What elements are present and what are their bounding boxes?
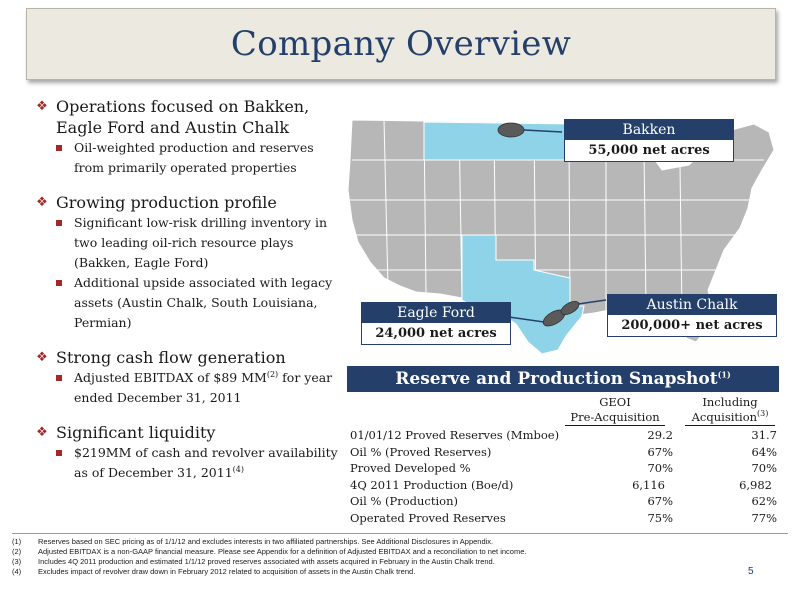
square-bullet-icon — [56, 450, 62, 456]
callout-title: Eagle Ford — [362, 303, 510, 323]
title-banner: Company Overview — [26, 8, 776, 80]
sub-bullet-item: Adjusted EBITDAX of $89 MM(2) for year e… — [34, 368, 344, 408]
bullet-item: ❖ Strong cash flow generation — [34, 347, 344, 368]
row-value-pre: 67% — [647, 494, 673, 508]
column-header-pre: GEOI Pre-Acquisition — [565, 395, 665, 426]
row-value-incl: 31.7 — [751, 428, 777, 442]
sub-bullet-tail: for year ended December 31, 2011 — [74, 370, 333, 405]
sub-bullet-text: $219MM of cash and revolver availability… — [74, 445, 338, 480]
column-header-line: Including — [702, 395, 758, 409]
column-header-line: Pre-Acquisition — [565, 410, 665, 426]
bakken-play — [497, 122, 525, 138]
footnote-ref: (4) — [232, 464, 244, 474]
diamond-bullet-icon: ❖ — [36, 99, 48, 114]
bullet-text: Growing production profile — [56, 193, 277, 212]
bullet-text: Strong cash flow generation — [56, 348, 286, 367]
snapshot-table: GEOI Pre-Acquisition Including Acquisiti… — [350, 395, 780, 526]
footnote-ref: (1) — [717, 369, 731, 380]
austin-chalk-leader — [577, 299, 607, 305]
footnote-item: (4) Excludes impact of revolver draw down… — [12, 567, 752, 577]
bakken-leader — [523, 129, 563, 133]
square-bullet-icon — [56, 220, 62, 226]
row-value-pre: 70% — [647, 461, 673, 475]
footnotes: (1) Reserves based on SEC pricing as of 1… — [12, 537, 752, 577]
callout-title: Bakken — [565, 120, 733, 140]
diamond-bullet-icon: ❖ — [36, 195, 48, 210]
diamond-bullet-icon: ❖ — [36, 425, 48, 440]
column-header-incl: Including Acquisition(3) — [685, 395, 775, 426]
footnote-ref: (2) — [266, 369, 279, 379]
row-value-incl: 62% — [751, 494, 777, 508]
footnote-number: (2) — [12, 547, 22, 556]
footnote-divider — [12, 533, 788, 534]
bullet-text: Operations focused on Bakken, Eagle Ford… — [56, 97, 310, 137]
table-row: 01/01/12 Proved Reserves (Mmboe) 29.2 31.7 — [350, 427, 780, 444]
row-value-pre: 67% — [647, 444, 673, 459]
square-bullet-icon — [56, 280, 62, 286]
footnote-number: (4) — [12, 567, 22, 576]
row-label: Oil % (Proved Reserves) — [350, 444, 492, 459]
callout-title: Austin Chalk — [608, 295, 776, 315]
table-header: GEOI Pre-Acquisition Including Acquisiti… — [350, 395, 780, 427]
row-value-pre: 29.2 — [647, 428, 673, 442]
row-value-incl: 6,982 — [739, 477, 772, 492]
sub-bullet-item: Oil-weighted production and reserves fro… — [34, 138, 344, 178]
callout-acres: 55,000 net acres — [588, 143, 710, 158]
bullet-item: ❖ Growing production profile — [34, 192, 344, 213]
row-label: Operated Proved Reserves — [350, 510, 506, 525]
row-value-pre: 75% — [647, 510, 673, 525]
row-label: Proved Developed % — [350, 461, 471, 475]
austin-chalk-play — [560, 300, 580, 316]
footnote-item: (3) Includes 4Q 2011 production and estim… — [12, 557, 752, 567]
page-title: Company Overview — [230, 24, 572, 64]
table-row: 4Q 2011 Production (Boe/d) 6,116 6,982 — [350, 477, 780, 494]
row-label: 4Q 2011 Production (Boe/d) — [350, 477, 514, 492]
table-row: Oil % (Production) 67% 62% — [350, 493, 780, 510]
sub-bullet-item: Significant low-risk drilling inventory … — [34, 213, 344, 273]
sub-bullet-item: Additional upside associated with legacy… — [34, 273, 344, 333]
snapshot-title-text: Reserve and Production Snapshot — [395, 369, 718, 389]
bullet-text: Significant liquidity — [56, 423, 216, 442]
row-value-pre: 6,116 — [632, 477, 665, 492]
column-header-line: GEOI — [599, 395, 631, 409]
bullet-item: ❖ Significant liquidity — [34, 422, 344, 443]
sub-bullet-text: Adjusted EBITDAX of $89 MM — [74, 370, 267, 385]
bullet-list: ❖ Operations focused on Bakken, Eagle For… — [34, 96, 344, 483]
bakken-callout: Bakken 55,000 net acres — [564, 119, 734, 162]
sub-bullet-text: Additional upside associated with legacy… — [74, 275, 333, 330]
austin-chalk-callout: Austin Chalk 200,000+ net acres — [607, 294, 777, 337]
callout-acres: 24,000 net acres — [375, 326, 497, 341]
footnote-text: Adjusted EBITDAX is a non-GAAP financial… — [38, 547, 527, 556]
square-bullet-icon — [56, 145, 62, 151]
eagle-ford-callout: Eagle Ford 24,000 net acres — [361, 302, 511, 345]
row-label: 01/01/12 Proved Reserves (Mmboe) — [350, 428, 560, 442]
diamond-bullet-icon: ❖ — [36, 350, 48, 365]
footnote-text: Excludes impact of revolver draw down in… — [38, 567, 416, 576]
row-value-incl: 77% — [751, 510, 777, 525]
footnote-text: Reserves based on SEC pricing as of 1/1/… — [38, 537, 494, 546]
table-row: Operated Proved Reserves 75% 77% — [350, 510, 780, 527]
sub-bullet-text: Significant low-risk drilling inventory … — [74, 215, 327, 270]
footnote-number: (1) — [12, 537, 22, 546]
page-number: 5 — [748, 566, 754, 577]
sub-bullet-text: Oil-weighted production and reserves fro… — [74, 140, 314, 175]
sub-bullet-item: $219MM of cash and revolver availability… — [34, 443, 344, 483]
column-header-line: Acquisition(3) — [685, 410, 775, 426]
footnote-number: (3) — [12, 557, 22, 566]
row-label: Oil % (Production) — [350, 494, 458, 508]
table-row: Oil % (Proved Reserves) 67% 64% — [350, 444, 780, 461]
square-bullet-icon — [56, 375, 62, 381]
bullet-item: ❖ Operations focused on Bakken, Eagle For… — [34, 96, 344, 138]
row-value-incl: 70% — [751, 461, 777, 475]
callout-acres: 200,000+ net acres — [621, 318, 763, 333]
footnote-text: Includes 4Q 2011 production and estimate… — [38, 557, 495, 566]
table-row: Proved Developed % 70% 70% — [350, 460, 780, 477]
row-value-incl: 64% — [751, 444, 777, 459]
snapshot-title: Reserve and Production Snapshot(1) — [347, 366, 779, 392]
footnote-item: (1) Reserves based on SEC pricing as of 1… — [12, 537, 752, 547]
footnote-item: (2) Adjusted EBITDAX is a non-GAAP financ… — [12, 547, 752, 557]
